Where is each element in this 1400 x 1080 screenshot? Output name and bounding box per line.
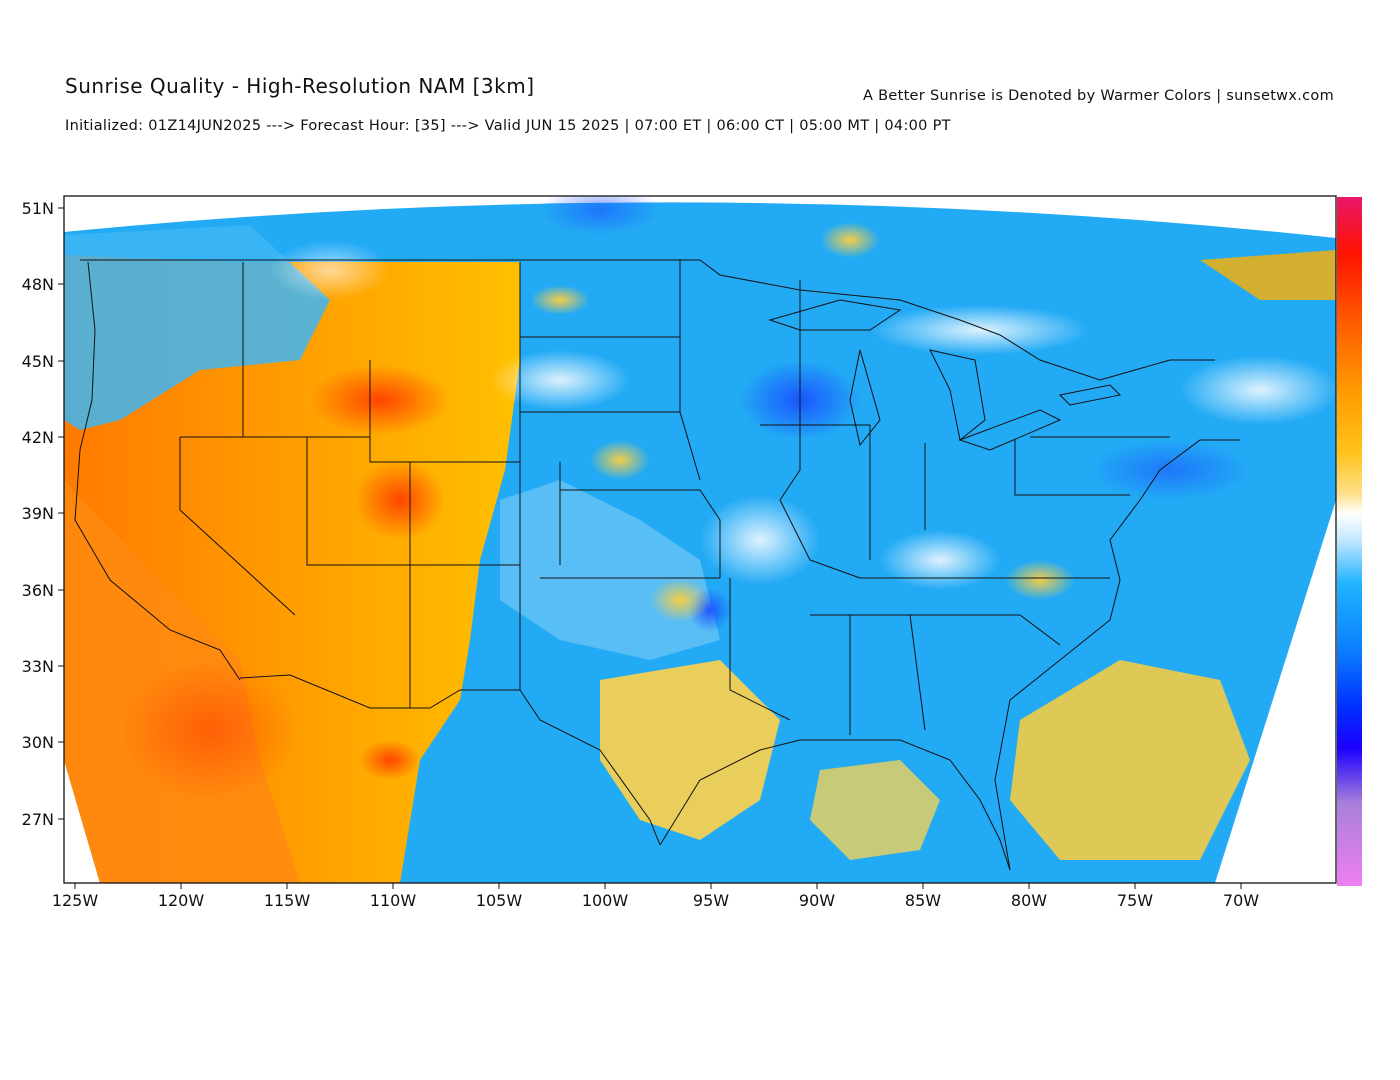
state-borders — [74, 259, 1240, 871]
lon-label: 110W — [370, 891, 417, 910]
lon-label: 115W — [264, 891, 311, 910]
lon-label: 95W — [693, 891, 729, 910]
credit-text: A Better Sunrise is Denoted by Warmer Co… — [862, 88, 1334, 104]
lat-label: 51N — [22, 199, 54, 218]
lon-label: 80W — [1011, 891, 1047, 910]
lat-label: 42N — [22, 428, 54, 447]
tick-marks — [58, 207, 1242, 889]
lon-label: 125W — [52, 891, 99, 910]
lat-label: 36N — [22, 581, 54, 600]
lat-label: 48N — [22, 275, 54, 294]
lat-label: 33N — [22, 657, 54, 676]
lon-label: 70W — [1223, 891, 1259, 910]
lat-label: 27N — [22, 810, 54, 829]
lon-label: 90W — [799, 891, 835, 910]
plot-frame — [63, 195, 1337, 884]
lon-label: 100W — [582, 891, 629, 910]
lon-label: 75W — [1117, 891, 1153, 910]
map-title: Sunrise Quality - High-Resolution NAM [3… — [65, 74, 535, 98]
data-field — [64, 196, 1336, 883]
colorbar — [1337, 197, 1362, 886]
lon-label: 120W — [158, 891, 205, 910]
map-subtitle: Initialized: 01Z14JUN2025 ---> Forecast … — [65, 118, 951, 134]
lon-label: 105W — [476, 891, 523, 910]
lat-label: 39N — [22, 504, 54, 523]
lon-label: 85W — [905, 891, 941, 910]
lat-label: 45N — [22, 352, 54, 371]
lat-label: 30N — [22, 733, 54, 752]
